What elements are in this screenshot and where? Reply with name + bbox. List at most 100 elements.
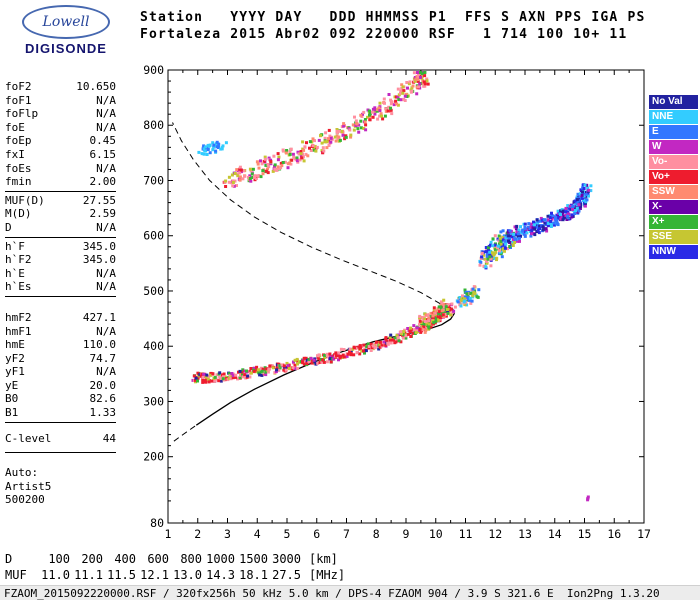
x-tick-label: 2 <box>194 527 201 541</box>
echo-trace-spread-cluster-1 <box>453 285 481 309</box>
parameter-row: hmF2 427.1 <box>5 311 116 325</box>
parameter-value: N/A <box>96 220 116 234</box>
y-tick-label: 700 <box>143 173 164 187</box>
parameter-row: D N/A <box>5 221 116 235</box>
x-tick-label: 6 <box>313 527 320 541</box>
x-tick-label: 9 <box>403 527 410 541</box>
parameter-row: fxI 6.15 <box>5 148 116 162</box>
parameter-label: 500200 <box>5 493 45 507</box>
legend-item-e: E <box>649 125 698 139</box>
legend-item-x_plus: X+ <box>649 215 698 229</box>
echo-trace-oblique-band <box>501 183 593 246</box>
legend-item-nnw: NNW <box>649 245 698 259</box>
legend-item-w: W <box>649 140 698 154</box>
electron-density-profile <box>172 122 455 442</box>
parameter-label: foEs <box>5 161 32 175</box>
distance-row-value: 800 <box>180 552 202 566</box>
muf-row-value: 11.5 <box>107 568 136 582</box>
parameter-label: yE <box>5 378 19 392</box>
parameter-value: N/A <box>96 93 116 107</box>
parameter-value: N/A <box>96 266 116 280</box>
ionogram-plot: 1 2 3 4 5 6 7 8 9 10 11 12 13 14 15 16 17200300400500600… <box>143 63 651 541</box>
status-bar: FZAOM_2015092220000.RSF / 320fx256h 50 k… <box>0 585 700 600</box>
y-axis-bottom-label: 80 <box>150 516 164 530</box>
parameter-row: foFlp N/A <box>5 107 116 121</box>
muf-row-label: MUF <box>5 568 27 582</box>
parameter-group: Auto: Artist5 500200 <box>5 453 116 509</box>
parameter-value: 1.33 <box>89 406 117 420</box>
parameter-label: foE <box>5 120 25 134</box>
parameter-value: N/A <box>96 107 116 121</box>
lowell-digisonde-logo: Lowell DIGISONDE <box>10 5 122 56</box>
parameter-label: h`E <box>5 266 25 280</box>
parameter-row: foE N/A <box>5 121 116 135</box>
parameter-panel: foF2 10.650 foF1 N/A foFlp N/A foE N/A foEp 0.45 f… <box>5 78 116 509</box>
parameter-row: Auto: <box>5 466 116 480</box>
parameter-row: h`F2 345.0 <box>5 253 116 267</box>
distance-row-label: D <box>5 552 13 566</box>
parameter-row: C-level 44 <box>5 432 116 446</box>
legend-item-nne: NNE <box>649 110 698 124</box>
parameter-row: 500200 <box>5 493 116 507</box>
muf-row-value: 13.0 <box>173 568 202 582</box>
parameter-row: fmin 2.00 <box>5 175 116 189</box>
x-tick-label: 13 <box>518 527 532 541</box>
parameter-value: 427.1 <box>82 310 116 324</box>
distance-row-value: 200 <box>81 552 103 566</box>
parameter-group: MUF(D) 27.55 M(D) 2.59 D N/A <box>5 192 116 238</box>
distance-row-value: 3000 <box>272 552 301 566</box>
y-tick-label: 800 <box>143 118 164 132</box>
parameter-label: h`F <box>5 239 25 253</box>
parameter-row: B1 1.33 <box>5 406 116 420</box>
parameter-label: fmin <box>5 175 32 189</box>
profile-dashed-bottom <box>173 424 197 442</box>
parameter-row: B0 82.6 <box>5 392 116 406</box>
x-tick-label: 10 <box>429 527 443 541</box>
parameter-value: 110.0 <box>82 338 116 352</box>
parameter-value: 10.650 <box>76 80 116 93</box>
distance-row-value: 1500 <box>239 552 268 566</box>
parameter-label: foEp <box>5 134 32 148</box>
x-tick-label: 8 <box>373 527 380 541</box>
lowell-logo-oval: Lowell <box>22 5 110 39</box>
parameter-value: N/A <box>96 365 116 379</box>
echo-direction-legend: No Val NNE E W Vo- Vo+ SSW X- X+ SSE NNW <box>649 95 698 260</box>
parameter-label: hmF1 <box>5 324 32 338</box>
station-header: Station YYYY DAY DDD HHMMSS P1 FFS S AXN… <box>140 9 646 43</box>
parameter-label: MUF(D) <box>5 193 45 207</box>
x-tick-label: 14 <box>548 527 562 541</box>
echo-trace-f-trace-second-hop <box>222 71 430 188</box>
lowell-logo-text: Lowell <box>42 14 90 30</box>
y-tick-label: 200 <box>143 450 164 464</box>
parameter-row: foEp 0.45 <box>5 134 116 148</box>
parameter-label: B1 <box>5 406 19 420</box>
muf-row: MUF 11.0 11.1 11.5 12.1 13.0 14.3 18.1 27.5 [MHz] <box>5 567 345 583</box>
parameter-value: 27.55 <box>82 193 116 207</box>
parameter-label: B0 <box>5 392 19 406</box>
parameter-row: hmE 110.0 <box>5 338 116 352</box>
muf-row-value: 11.1 <box>74 568 103 582</box>
x-tick-label: 3 <box>224 527 231 541</box>
parameter-row: foEs N/A <box>5 162 116 176</box>
parameter-value: 0.45 <box>89 134 117 148</box>
parameter-label: h`Es <box>5 280 32 294</box>
d-muf-table: D 100 200 400 600 800 1000 1500 3000 [km] MUF 11.0 1… <box>5 551 345 583</box>
y-tick-label: 300 <box>143 394 164 408</box>
parameter-value: 2.59 <box>89 207 117 221</box>
echo-trace-isolated-speck <box>586 495 590 502</box>
parameter-label: hmF2 <box>5 310 32 324</box>
x-tick-label: 17 <box>637 527 651 541</box>
muf-row-value: 11.0 <box>41 568 70 582</box>
parameter-row: foF1 N/A <box>5 94 116 108</box>
parameter-row: yF2 74.7 <box>5 352 116 366</box>
parameter-label: D <box>5 220 12 234</box>
distance-row-unit: [km] <box>309 552 338 566</box>
muf-row-value: 27.5 <box>272 568 301 582</box>
parameter-value: 6.15 <box>89 147 117 161</box>
parameter-value: 82.6 <box>89 392 117 406</box>
parameter-group: foF2 10.650 foF1 N/A foFlp N/A foE N/A foEp 0.45 f… <box>5 78 116 192</box>
parameter-value: N/A <box>96 120 116 134</box>
y-tick-label: 500 <box>143 284 164 298</box>
distance-row-value: 1000 <box>206 552 235 566</box>
parameter-label: yF2 <box>5 351 25 365</box>
